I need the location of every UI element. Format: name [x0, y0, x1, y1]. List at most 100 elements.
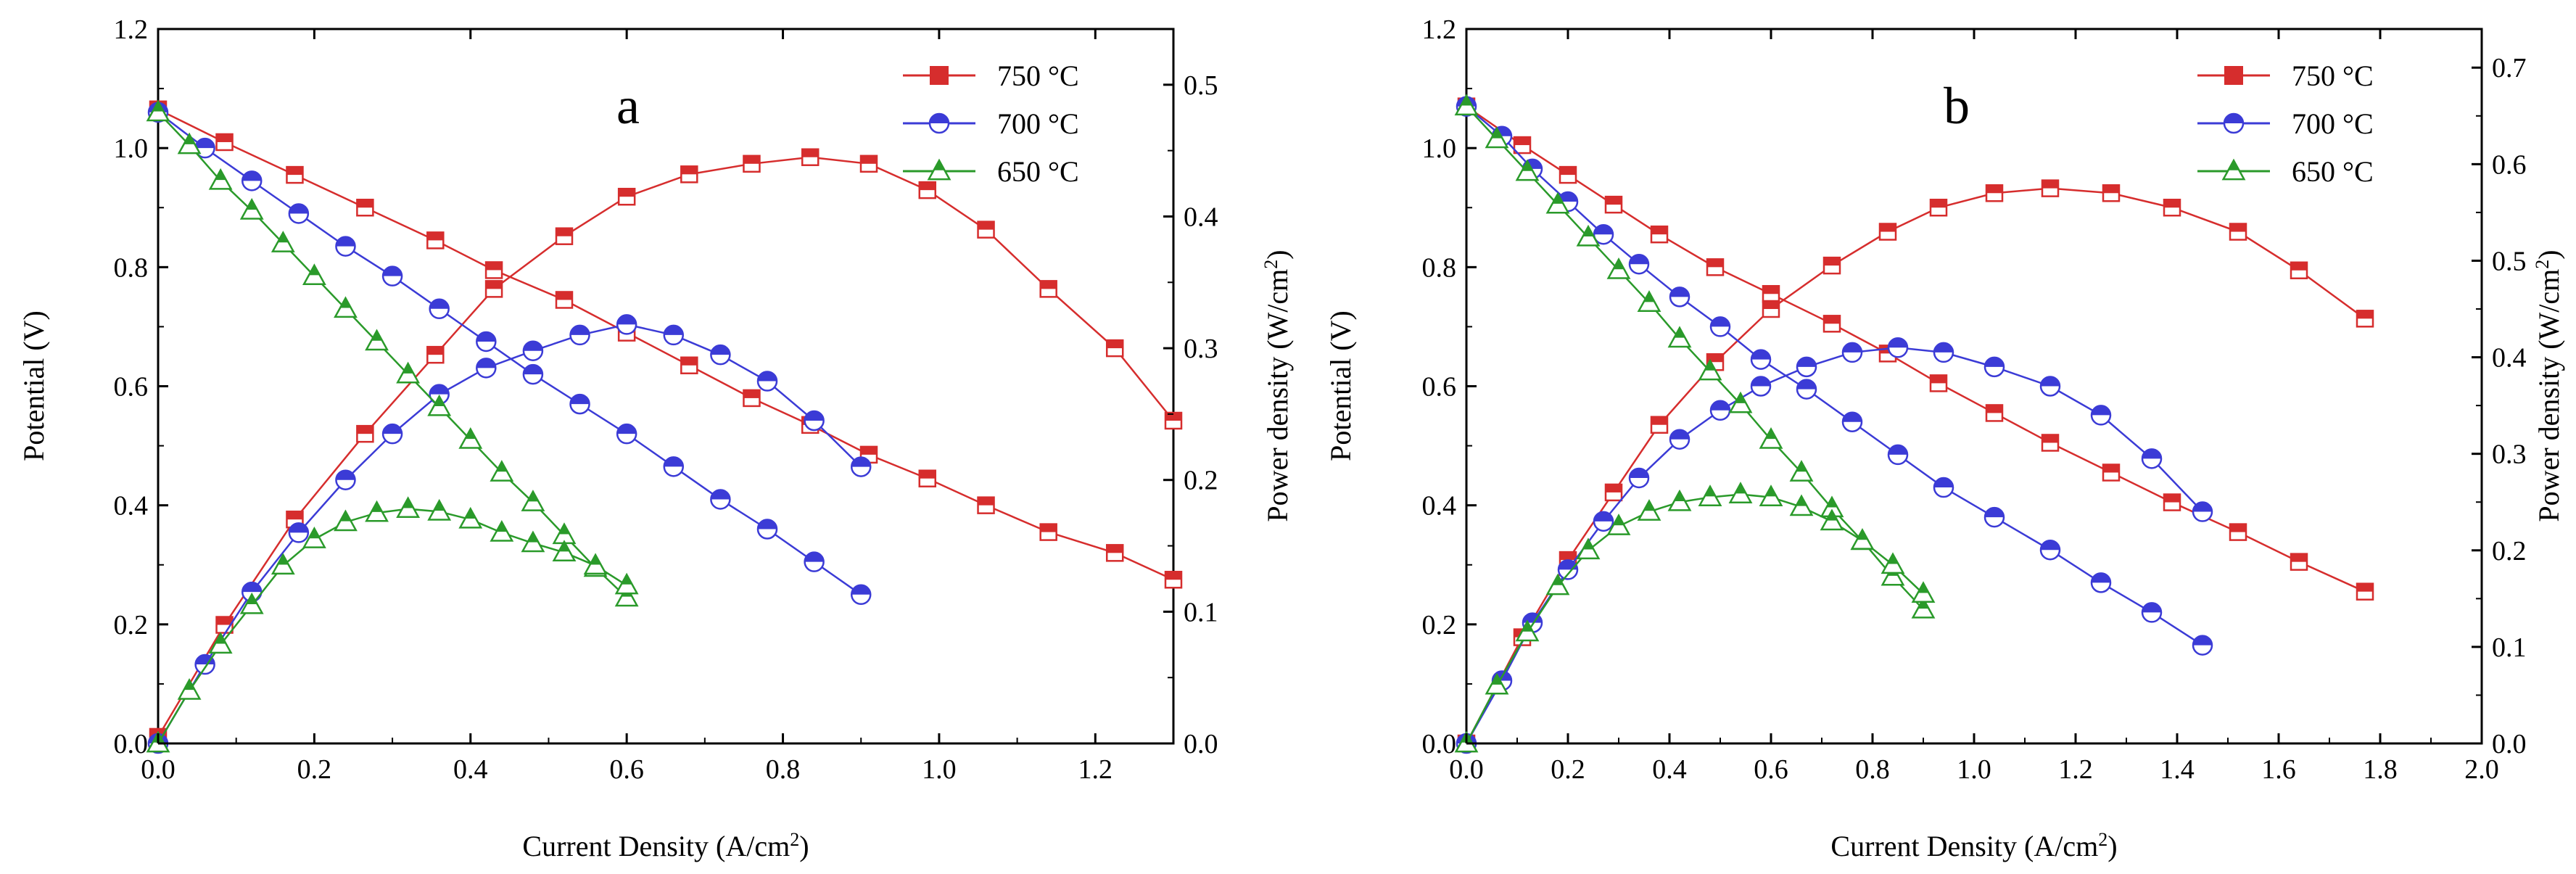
series-700-voltage-point: [335, 236, 356, 257]
series-700-power-point: [663, 324, 685, 346]
series-750-voltage-point: [286, 165, 304, 184]
series-650-power-point: [1485, 672, 1509, 695]
series-700-power-point: [1841, 342, 1863, 363]
legend-label-700: 700 °C: [997, 107, 1079, 140]
ticks-layer: 0.0 0.2 0.4 0.6 0.8 1.0 1.2 1.4 1.6 1.8 2.00.00.20…: [1422, 15, 2527, 785]
series-650-voltage-point: [1545, 191, 1570, 214]
series-750-power-point-fill: [2357, 310, 2373, 319]
y-right-tick-label: 0.6: [2492, 149, 2527, 180]
y-right-tick-label: 0.1: [1184, 597, 1218, 627]
series-750-power-point: [2356, 310, 2374, 328]
series-750-voltage-point-fill: [2042, 434, 2058, 443]
series-700-power-point-fill: [1934, 342, 1953, 353]
series-650-voltage-point-fill: [1674, 328, 1685, 338]
series-750-voltage-point-fill: [1606, 197, 1622, 205]
series-650-power-point: [521, 530, 545, 553]
series-700-voltage-point-fill: [2142, 603, 2161, 613]
series-650-power-point: [1820, 508, 1844, 531]
series-700-voltage-point: [522, 363, 544, 385]
y-left-tick-label: 1.0: [114, 133, 149, 164]
series-650-power-point-fill: [464, 508, 476, 519]
x-tick-label: 1.0: [1957, 754, 1991, 785]
series-700-power-point: [756, 371, 778, 392]
series-650-voltage-point: [239, 197, 264, 220]
legend-triangle-marker-fill: [2228, 160, 2239, 170]
series-700-power-point: [2090, 405, 2112, 426]
series-700-voltage-line: [157, 111, 862, 595]
series-650-power-point: [1637, 499, 1661, 521]
series-750-power-point: [1164, 411, 1183, 430]
series-700-power-point-fill: [617, 315, 637, 325]
series-650-power-point: [239, 592, 264, 614]
y-right-tick-label: 0.0: [2492, 729, 2527, 759]
series-650-power-line: [157, 508, 627, 744]
series-750-voltage-point-fill: [1107, 545, 1123, 553]
series-650-power-point: [583, 553, 608, 575]
series-650-voltage-point: [146, 99, 170, 122]
y-left-tick-label: 1.0: [1422, 133, 1457, 164]
series-750-power-point: [918, 181, 937, 199]
y-left-axis-title: Potential (V): [1324, 310, 1357, 461]
series-700-voltage-point-fill: [1985, 508, 2004, 518]
series-700-power-point-fill: [758, 371, 777, 382]
y-left-tick-label: 1.2: [114, 15, 149, 45]
series-650-voltage-point: [1606, 257, 1631, 279]
series-750-voltage-point-fill: [486, 262, 503, 271]
series-650-power-point: [552, 540, 577, 561]
series-700-power-point: [850, 456, 872, 477]
x-tick-label: 0.2: [1551, 754, 1585, 785]
legend-circle-marker: [2223, 112, 2245, 134]
series-750-power-point-fill: [861, 155, 877, 164]
series-700-voltage-point: [429, 298, 450, 320]
y-right-axis-title: Power density (W/cm2): [2532, 250, 2566, 521]
series-650-voltage-point-fill: [1552, 194, 1564, 204]
series-650-power-point-fill: [215, 633, 226, 644]
y-left-tick-label: 1.2: [1422, 15, 1457, 45]
series-750-voltage-point: [1985, 404, 2004, 422]
series-700-power-point-fill: [523, 341, 542, 351]
series-750-power-point-fill: [978, 221, 994, 230]
series-700-voltage-point-fill: [383, 266, 402, 276]
series-700-power-point: [335, 469, 356, 490]
series-700-voltage-point: [710, 489, 731, 510]
series-700-power-point: [476, 358, 497, 379]
y-right-tick-label: 0.4: [1184, 202, 1218, 232]
series-650-voltage-point: [334, 296, 358, 318]
series-700-voltage-point-fill: [1630, 255, 1648, 265]
series-700-voltage-point: [616, 423, 637, 445]
legend-triangle-marker-fill: [933, 160, 945, 170]
series-750-power-point: [1105, 339, 1124, 358]
series-750-voltage-point: [977, 496, 995, 514]
series-650-power-point-fill: [1765, 486, 1777, 497]
series-650-voltage-point: [1667, 326, 1692, 348]
series-750-voltage-point: [2041, 434, 2060, 452]
series-700-voltage-point: [1841, 411, 1863, 432]
series-750-voltage-point-fill: [216, 133, 233, 142]
series-650-voltage-point-fill: [246, 199, 258, 210]
series-650-voltage-point-fill: [1704, 360, 1716, 371]
y-right-tick-label: 0.1: [2492, 632, 2527, 663]
series-750-voltage-point-fill: [1763, 286, 1779, 294]
series-700-power-point: [1593, 511, 1614, 532]
series-750-power-point-fill: [486, 281, 503, 289]
series-700-voltage-point-fill: [758, 519, 777, 529]
series-750-power-point: [426, 345, 445, 364]
series-750-power-point-fill: [2103, 185, 2119, 194]
series-700-voltage-point: [569, 393, 590, 415]
series-700-power-point-fill: [1888, 338, 1907, 348]
series-750-power-point-fill: [619, 189, 635, 197]
series-750-voltage-point-fill: [743, 389, 760, 398]
series-700-voltage-point: [1750, 349, 1772, 370]
x-tick-label: 1.8: [2363, 754, 2398, 785]
series-650-power-point: [1515, 619, 1540, 642]
series-700-voltage-point: [2090, 572, 2112, 593]
series-650-power-point-fill: [277, 554, 289, 565]
y-left-tick-label: 0.8: [1422, 252, 1457, 283]
series-750-voltage-point-fill: [2164, 494, 2180, 503]
series-650-voltage-point: [1637, 290, 1661, 312]
series-750-power-point-fill: [427, 347, 444, 355]
series-700-voltage-point-fill: [2092, 573, 2110, 583]
series-700-power-line: [157, 323, 862, 744]
series-700-power-point-fill: [289, 523, 308, 533]
series-700-power-point-fill: [429, 384, 449, 395]
